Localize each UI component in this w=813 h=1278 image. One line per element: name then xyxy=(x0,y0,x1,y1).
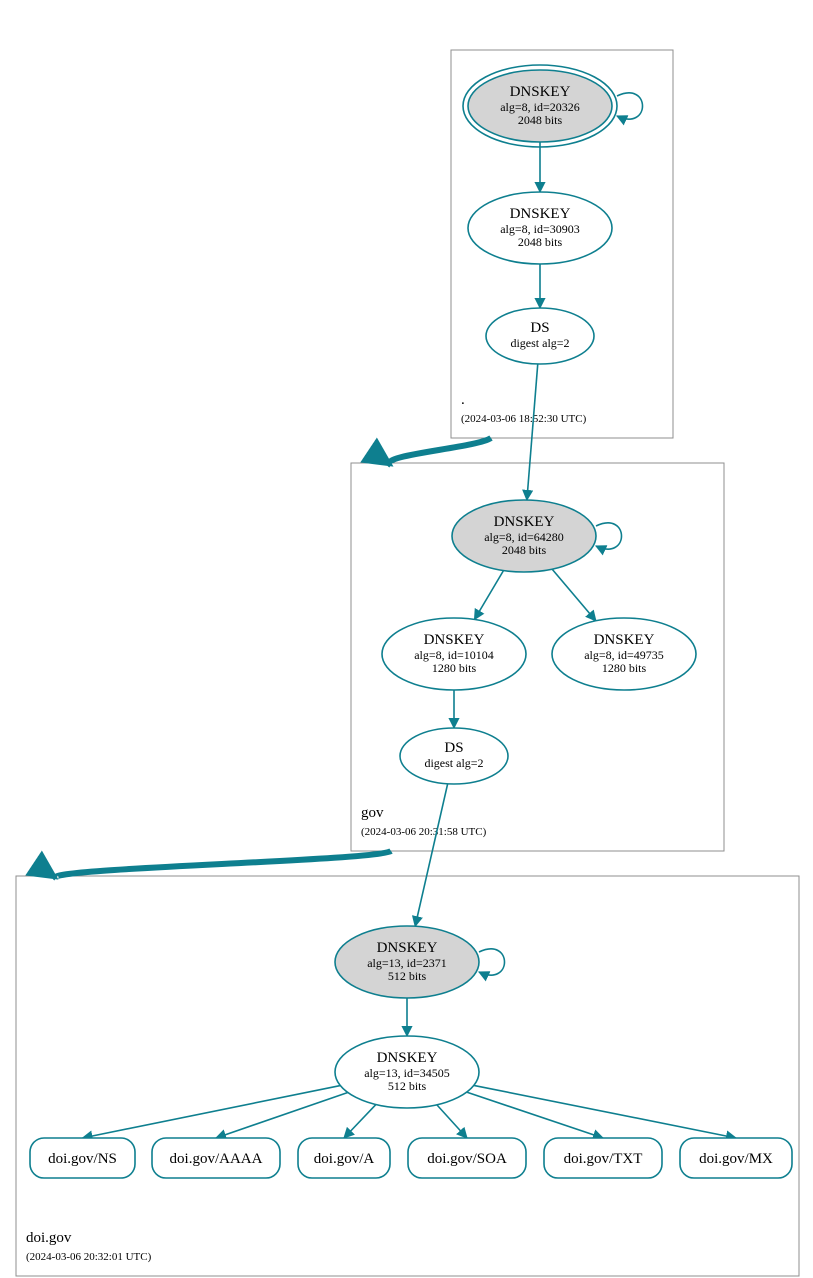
node-doi_ksk: DNSKEYalg=13, id=2371512 bits xyxy=(335,926,505,998)
leaf_a: doi.gov/A xyxy=(298,1138,390,1178)
node-title: DS xyxy=(530,320,549,336)
self-loop xyxy=(479,949,505,975)
node-title: DNSKEY xyxy=(510,206,571,222)
node-line2: alg=13, id=34505 xyxy=(364,1066,450,1080)
leaf-label: doi.gov/SOA xyxy=(427,1151,507,1167)
node-line2: alg=8, id=10104 xyxy=(414,648,494,662)
node-line2: alg=13, id=2371 xyxy=(367,956,447,970)
node-gov_ksk: DNSKEYalg=8, id=642802048 bits xyxy=(452,500,622,572)
zone-timestamp-doi: (2024-03-06 20:32:01 UTC) xyxy=(26,1251,152,1263)
zone-timestamp-gov: (2024-03-06 20:31:58 UTC) xyxy=(361,826,487,838)
node-root_ksk: DNSKEYalg=8, id=203262048 bits xyxy=(463,65,643,147)
leaf-label: doi.gov/NS xyxy=(48,1151,117,1167)
node-line2: alg=8, id=64280 xyxy=(484,530,564,544)
delegation-arrow xyxy=(389,438,491,465)
leaf-label: doi.gov/A xyxy=(314,1151,375,1167)
delegation-arrow xyxy=(56,851,391,878)
node-title: DNSKEY xyxy=(377,940,438,956)
leaf_mx: doi.gov/MX xyxy=(680,1138,792,1178)
node-line3: 2048 bits xyxy=(518,235,563,249)
zone-title-doi: doi.gov xyxy=(26,1230,72,1246)
node-root_zsk: DNSKEYalg=8, id=309032048 bits xyxy=(468,192,612,264)
node-title: DS xyxy=(444,740,463,756)
node-line3: 2048 bits xyxy=(502,543,547,557)
node-line2: alg=8, id=20326 xyxy=(500,100,580,114)
node-gov_zsk2: DNSKEYalg=8, id=497351280 bits xyxy=(552,618,696,690)
node-root_ds: DSdigest alg=2 xyxy=(486,308,594,364)
node-line2: digest alg=2 xyxy=(424,756,483,770)
node-title: DNSKEY xyxy=(510,84,571,100)
node-line2: digest alg=2 xyxy=(510,336,569,350)
node-line3: 512 bits xyxy=(388,969,427,983)
zone-title-root: . xyxy=(461,392,465,408)
node-line3: 2048 bits xyxy=(518,113,563,127)
node-line3: 1280 bits xyxy=(602,661,647,675)
leaf-label: doi.gov/TXT xyxy=(564,1151,643,1167)
zone-title-gov: gov xyxy=(361,805,384,821)
self-loop xyxy=(617,93,643,119)
node-gov_ds: DSdigest alg=2 xyxy=(400,728,508,784)
leaf_txt: doi.gov/TXT xyxy=(544,1138,662,1178)
node-title: DNSKEY xyxy=(377,1050,438,1066)
self-loop xyxy=(596,523,622,549)
leaf-label: doi.gov/MX xyxy=(699,1151,773,1167)
node-line3: 1280 bits xyxy=(432,661,477,675)
node-line2: alg=8, id=49735 xyxy=(584,648,664,662)
node-title: DNSKEY xyxy=(494,514,555,530)
leaf_ns: doi.gov/NS xyxy=(30,1138,135,1178)
node-gov_zsk1: DNSKEYalg=8, id=101041280 bits xyxy=(382,618,526,690)
node-line3: 512 bits xyxy=(388,1079,427,1093)
node-title: DNSKEY xyxy=(594,632,655,648)
node-line2: alg=8, id=30903 xyxy=(500,222,580,236)
leaf_aaaa: doi.gov/AAAA xyxy=(152,1138,280,1178)
leaf_soa: doi.gov/SOA xyxy=(408,1138,526,1178)
node-doi_zsk: DNSKEYalg=13, id=34505512 bits xyxy=(335,1036,479,1108)
leaf-label: doi.gov/AAAA xyxy=(170,1151,263,1167)
zone-timestamp-root: (2024-03-06 18:52:30 UTC) xyxy=(461,413,587,425)
node-title: DNSKEY xyxy=(424,632,485,648)
